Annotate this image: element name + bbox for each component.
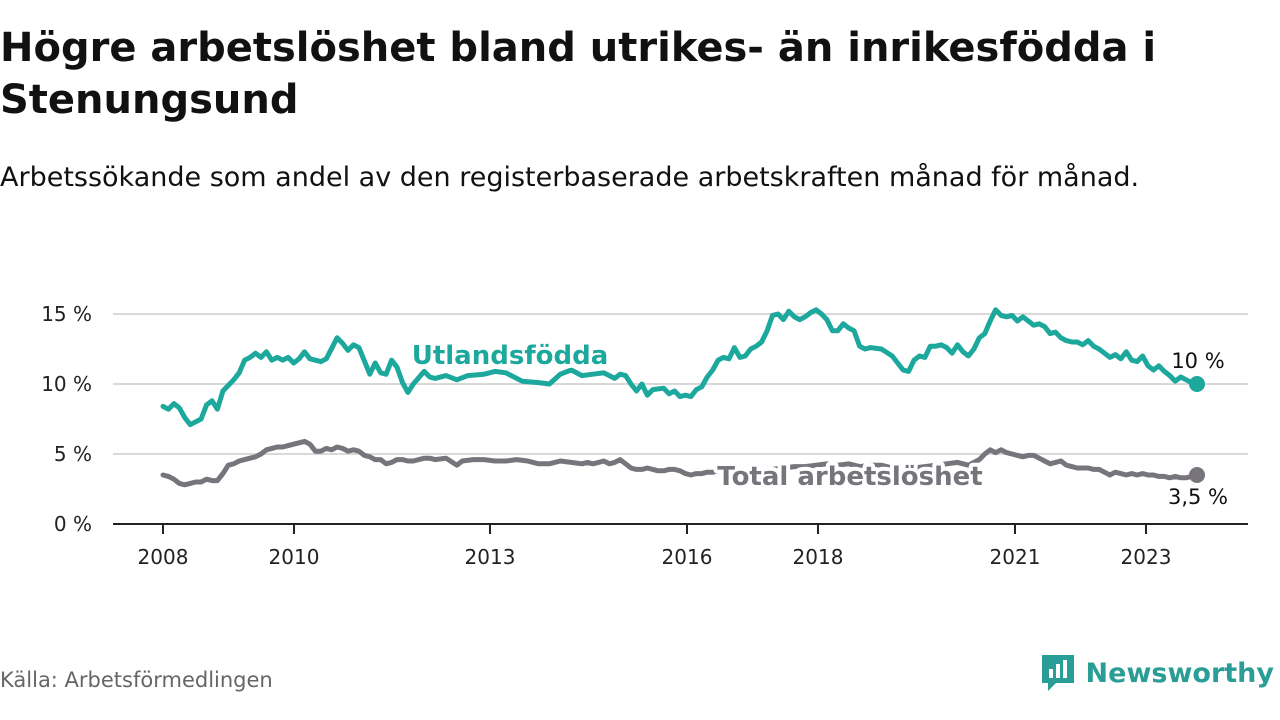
series-line [160,438,1200,488]
y-tick-label: 15 % [41,302,92,326]
x-tick-label: 2008 [138,545,189,569]
x-tick-label: 2023 [1121,545,1172,569]
series-name-halo: Total arbetslöshet [717,462,982,492]
series-endpoint [1189,376,1205,392]
x-tick-label: 2021 [990,545,1041,569]
source-note: Källa: Arbetsförmedlingen [0,668,273,692]
y-tick-label: 0 % [54,512,92,536]
series-lines [160,307,1205,488]
series-end-label: 10 % [1171,349,1224,373]
gridlines [113,313,1248,455]
series-name-halo: Utlandsfödda [412,341,609,371]
chart-title: Högre arbetslöshet bland utrikes- än inr… [0,25,1157,123]
x-tick-label: 2010 [269,545,320,569]
series-name-label: Utlandsfödda [412,341,609,371]
x-axis: 2008 2010 2013 2016 2018 2021 2023 [113,523,1248,569]
series-name-label: Total arbetslöshet [717,462,982,492]
series-line [160,307,1200,428]
newsworthy-logo-icon [1041,655,1074,691]
y-tick-label: 5 % [54,442,92,466]
chart-subtitle: Arbetssökande som andel av den registerb… [0,162,1140,193]
x-tick-label: 2013 [465,545,516,569]
x-tick-label: 2018 [793,545,844,569]
y-axis-ticks: 0 % 5 % 10 % 15 % [41,302,92,536]
y-tick-label: 10 % [41,372,92,396]
brand-name: Newsworthy [1085,657,1274,689]
series-end-label: 3,5 % [1168,485,1228,509]
series-endpoint [1189,467,1205,483]
brand-logo[interactable]: Newsworthy [1040,650,1274,696]
x-tick-label: 2016 [662,545,713,569]
